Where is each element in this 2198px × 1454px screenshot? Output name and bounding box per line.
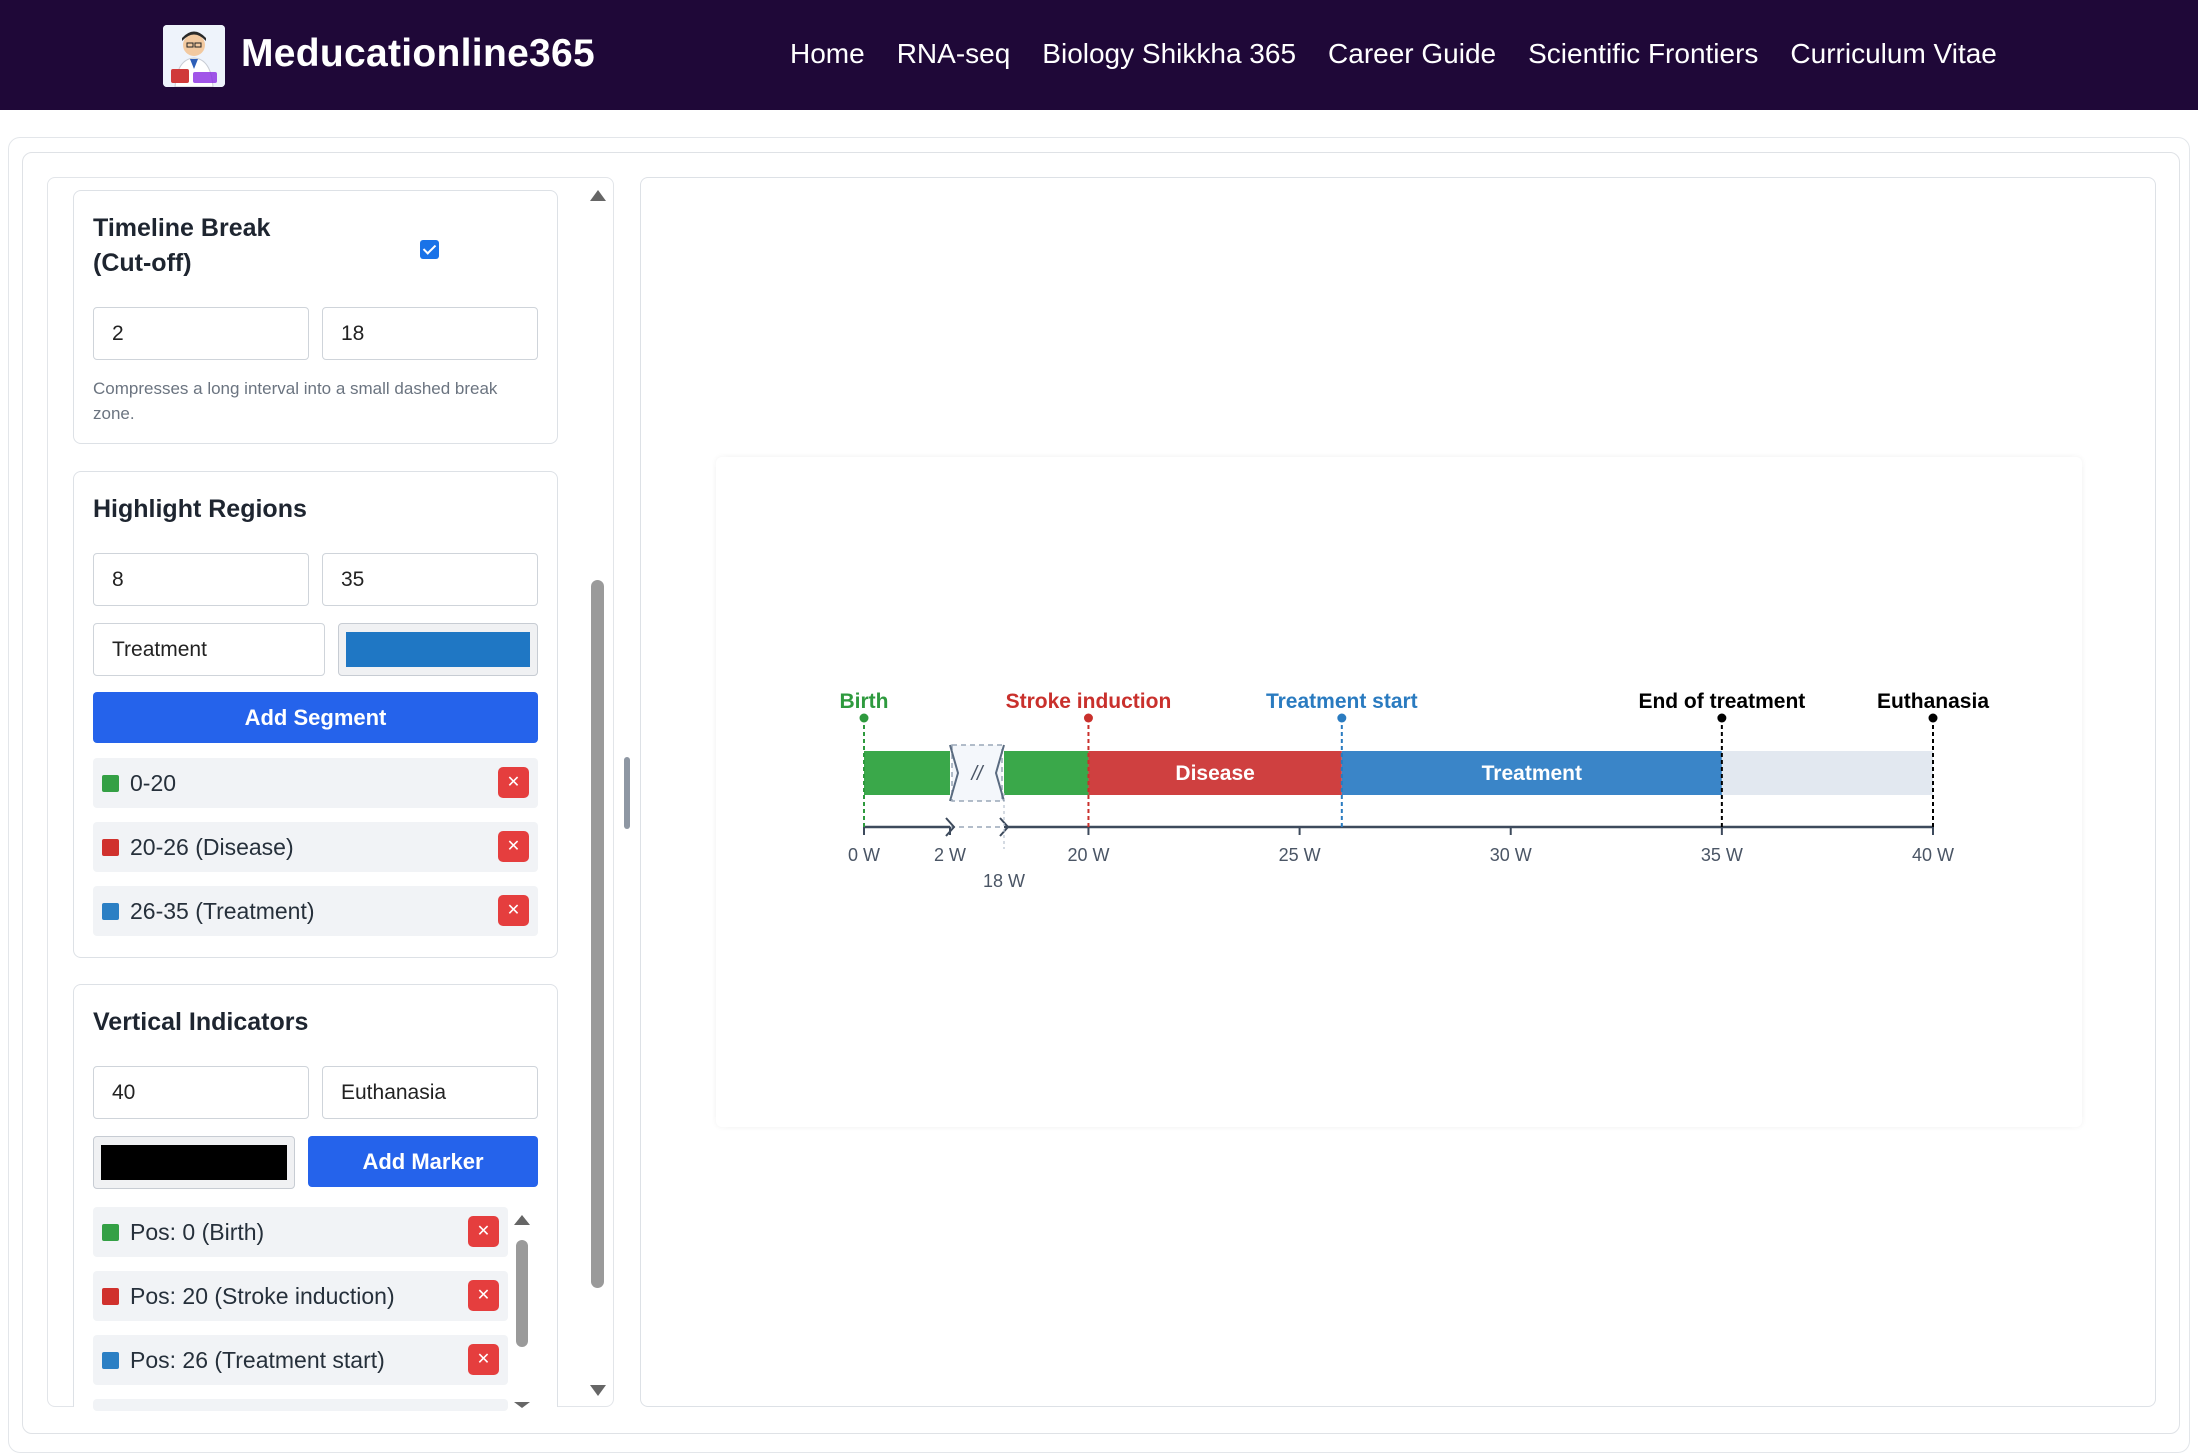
vertical-indicators-title: Vertical Indicators — [93, 1008, 309, 1036]
sidebar-scroll-down-icon[interactable] — [590, 1385, 606, 1396]
marker-dot — [859, 713, 869, 723]
timeline-chart: Disease Treatment // 0 W 2 W 18 W 20 W 25 W 30 W… — [840, 690, 1990, 891]
marker-label-text: Stroke induction — [1006, 690, 1172, 713]
segment-list-item: 20-26 (Disease) ✕ — [93, 822, 538, 872]
nav-link-career-guide[interactable]: Career Guide — [1328, 38, 1497, 69]
timeline-break-hint: Compresses a long interval into a small … — [93, 379, 498, 423]
timeline-segment-bar — [1721, 751, 1933, 795]
panel-resize-handle[interactable] — [624, 757, 630, 829]
axis-tick-label: 40 W — [1912, 845, 1954, 865]
segment-list-item: 26-35 (Treatment) ✕ — [93, 886, 538, 936]
axis-tick-label: 35 W — [1701, 845, 1743, 865]
segment-color-square — [102, 775, 119, 792]
timeline-break-title: Timeline Break (Cut-off) — [93, 211, 270, 281]
marker-label-input[interactable]: Euthanasia — [322, 1066, 538, 1119]
marker-list-scrollbar-thumb[interactable] — [516, 1240, 528, 1347]
marker-color-square — [102, 1288, 119, 1305]
marker-position-input[interactable]: 40 — [93, 1066, 309, 1119]
marker-list-scroll-up-icon[interactable] — [514, 1215, 530, 1225]
marker-list-item: Pos: 0 (Birth) ✕ — [93, 1207, 508, 1257]
axis-tick-label: 2 W — [934, 845, 966, 865]
marker-label: Pos: 26 (Treatment start) — [130, 1347, 385, 1373]
nav-link-rna-seq[interactable]: RNA-seq — [896, 38, 1011, 69]
add-marker-button[interactable]: Add Marker — [308, 1136, 538, 1187]
marker-color-picker[interactable] — [93, 1136, 295, 1189]
region-end-input[interactable]: 35 — [322, 553, 538, 606]
delete-marker-button[interactable]: ✕ — [468, 1344, 499, 1375]
delete-marker-button[interactable]: ✕ — [468, 1216, 499, 1247]
timeline-break-title-line1: Timeline Break — [93, 214, 271, 242]
site-logo[interactable] — [163, 25, 225, 87]
marker-list-item-partial — [93, 1399, 508, 1411]
delete-segment-button[interactable]: ✕ — [498, 895, 529, 926]
delete-marker-button[interactable]: ✕ — [468, 1280, 499, 1311]
top-navbar: Meducationline365 Home RNA-seq Biology S… — [0, 0, 2198, 110]
region-color-picker[interactable] — [338, 623, 538, 676]
segment-list-item: 0-20 ✕ — [93, 758, 538, 808]
region-start-input[interactable]: 8 — [93, 553, 309, 606]
marker-list-item: Pos: 20 (Stroke induction) ✕ — [93, 1271, 508, 1321]
marker-color-square — [102, 1352, 119, 1369]
marker-label-text: Birth — [840, 690, 889, 713]
segment-label: 0-20 — [130, 770, 177, 796]
nav-link-scientific-frontiers[interactable]: Scientific Frontiers — [1528, 38, 1759, 69]
marker-dot — [1083, 713, 1093, 723]
marker-list-item: Pos: 26 (Treatment start) ✕ — [93, 1335, 508, 1385]
axis-tick-label: 20 W — [1067, 845, 1109, 865]
break-right-chevron-icon — [994, 744, 1005, 802]
region-label-input[interactable]: Treatment — [93, 623, 325, 676]
nav-link-home[interactable]: Home — [790, 38, 865, 69]
segment-color-square — [102, 839, 119, 856]
timeline-chart-card: Disease Treatment // 0 W 2 W 18 W 20 W 25 W 30 W… — [716, 457, 2082, 1127]
marker-color-swatch — [101, 1145, 287, 1180]
axis-tick-label: 25 W — [1279, 845, 1321, 865]
marker-list-scroll-down-icon[interactable] — [514, 1402, 530, 1408]
add-segment-button[interactable]: Add Segment — [93, 692, 538, 743]
marker-label-text: Euthanasia — [1877, 690, 1989, 713]
sidebar-scroll-up-icon[interactable] — [590, 190, 606, 201]
sidebar-scrollbar-thumb[interactable] — [591, 580, 604, 1288]
axis-tick-label: 30 W — [1490, 845, 1532, 865]
delete-segment-button[interactable]: ✕ — [498, 831, 529, 862]
axis-break-right-icon — [999, 817, 1010, 837]
brand-name[interactable]: Meducationline365 — [241, 32, 596, 75]
highlight-regions-title: Highlight Regions — [93, 495, 307, 523]
logo-avatar-icon — [163, 25, 225, 87]
timeline-break-checkbox[interactable] — [420, 240, 439, 259]
timeline-segment-bar — [1088, 751, 1342, 795]
marker-color-square — [102, 1224, 119, 1241]
timeline-break-title-line2: (Cut-off) — [93, 249, 192, 277]
marker-label-text: End of treatment — [1638, 690, 1805, 713]
delete-segment-button[interactable]: ✕ — [498, 767, 529, 798]
marker-label-text: Treatment start — [1266, 690, 1418, 713]
timeline-break-card: Timeline Break (Cut-off) 2 18 Compresses… — [73, 190, 558, 444]
break-zone-box — [951, 744, 1003, 802]
marker-dot — [1928, 713, 1938, 723]
axis-tick-label: 18 W — [983, 871, 1025, 891]
region-color-swatch — [346, 632, 530, 667]
nav-links: Home RNA-seq Biology Shikkha 365 Career … — [790, 38, 1997, 70]
marker-label: Pos: 20 (Stroke induction) — [130, 1283, 395, 1309]
nav-link-biology-shikkha[interactable]: Biology Shikkha 365 — [1042, 38, 1297, 69]
timeline-segment-bar — [1341, 751, 1722, 795]
axis-break-left-icon — [945, 817, 956, 837]
segment-color-square — [102, 903, 119, 920]
nav-link-curriculum-vitae[interactable]: Curriculum Vitae — [1790, 38, 1997, 69]
marker-label: Pos: 0 (Birth) — [130, 1219, 265, 1245]
break-start-input[interactable]: 2 — [93, 307, 309, 360]
break-left-chevron-icon — [949, 744, 960, 802]
axis-tick-label: 0 W — [848, 845, 880, 865]
segment-label-text: Disease — [1175, 762, 1254, 785]
marker-dot — [1717, 713, 1727, 723]
highlight-regions-card: Highlight Regions 8 35 Treatment Add Seg… — [73, 471, 558, 958]
break-symbol-text: // — [969, 763, 985, 785]
marker-dot — [1337, 713, 1347, 723]
vertical-indicators-card: Vertical Indicators 40 Euthanasia Add Ma… — [73, 984, 558, 1411]
break-end-input[interactable]: 18 — [322, 307, 538, 360]
segment-label-text: Treatment — [1482, 762, 1582, 785]
segment-label: 20-26 (Disease) — [130, 834, 294, 860]
segment-label: 26-35 (Treatment) — [130, 898, 315, 924]
